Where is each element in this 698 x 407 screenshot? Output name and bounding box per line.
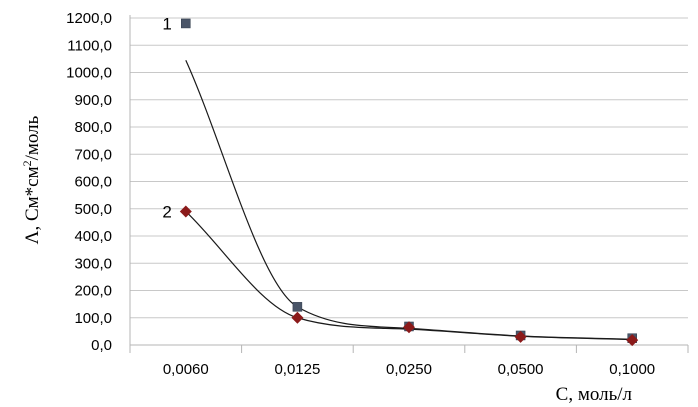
series-1-point <box>181 18 191 29</box>
y-axis-title-tail: /моль <box>22 115 43 160</box>
y-tick-label: 1000,0 <box>66 65 112 82</box>
y-tick-label: 300,0 <box>74 255 112 272</box>
x-tick-labels: 0,0060 0,0125 0,0250 0,0500 0,1000 <box>129 345 689 378</box>
series-2-point <box>626 334 639 347</box>
y-tick-label: 400,0 <box>74 228 112 245</box>
y-tick-label: 1200,0 <box>66 10 112 27</box>
series-label-2: 2 <box>162 202 171 221</box>
series-2-point <box>514 330 527 343</box>
y-axis-title: Λ, См*см2/моль <box>20 115 43 244</box>
x-tick-label: 0,0250 <box>386 361 432 378</box>
y-tick-label: 700,0 <box>74 146 112 163</box>
y-tick-label: 200,0 <box>74 283 112 300</box>
x-axis-title: C, моль/л <box>556 384 633 405</box>
x-tick-label: 0,1000 <box>609 361 655 378</box>
trend-line-1 <box>185 59 633 340</box>
series-label-1: 1 <box>162 14 171 33</box>
y-tick-label: 900,0 <box>74 92 112 109</box>
x-tick-label: 0,0125 <box>274 361 320 378</box>
series-2-point <box>403 321 415 334</box>
grid-lines <box>130 17 688 319</box>
x-tick-label: 0,0060 <box>163 361 209 378</box>
series-2-point <box>179 205 192 218</box>
trend-lines <box>185 59 633 341</box>
y-tick-label: 800,0 <box>74 119 112 136</box>
trend-line-2 <box>185 211 633 341</box>
y-tick-label: 100,0 <box>74 310 112 327</box>
series-2-point <box>291 311 304 324</box>
axes <box>129 15 688 346</box>
data-markers <box>179 18 639 347</box>
y-tick-label: 600,0 <box>74 174 112 191</box>
y-tick-labels: 0,0 100,0 200,0 300,0 400,0 500,0 600,0 700,0 80… <box>66 10 112 354</box>
y-axis-title-sup: 2 <box>20 160 34 166</box>
y-tick-label: 1100,0 <box>67 37 112 54</box>
x-tick-label: 0,0500 <box>498 361 544 378</box>
y-tick-label: 500,0 <box>74 201 112 218</box>
y-axis-title-main: Λ, См*см <box>22 166 43 244</box>
series-1-point <box>292 302 303 312</box>
series-labels: 12 <box>162 14 171 221</box>
y-tick-label: 0,0 <box>91 337 112 354</box>
